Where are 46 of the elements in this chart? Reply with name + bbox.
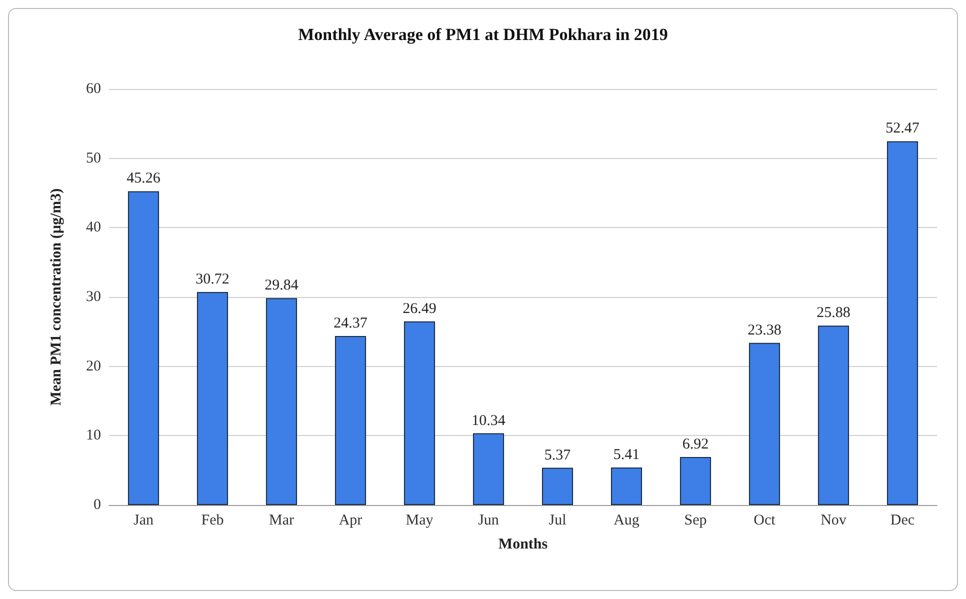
- y-tick-label: 20: [86, 358, 101, 374]
- data-label: 52.47: [886, 120, 920, 137]
- data-label: 5.41: [613, 446, 640, 463]
- x-tick-label: Aug: [614, 512, 640, 528]
- y-axis-title: Mean PM1 concentration (µg/m3): [48, 188, 64, 406]
- bar: [404, 321, 436, 505]
- bar: [542, 468, 574, 505]
- data-label: 25.88: [816, 305, 850, 322]
- y-tick-label: 60: [86, 81, 101, 97]
- bar: [128, 191, 160, 505]
- x-tick-label: Mar: [269, 512, 294, 528]
- data-label: 26.49: [402, 300, 436, 317]
- x-tick-label: Oct: [754, 512, 776, 528]
- bar: [472, 433, 504, 505]
- x-tick-label: Nov: [820, 512, 847, 528]
- x-axis-title: Months: [498, 536, 548, 552]
- bar: [748, 342, 780, 505]
- x-tick-label: Jul: [548, 512, 566, 528]
- data-label: 5.37: [544, 447, 572, 464]
- data-label: 6.92: [682, 436, 709, 453]
- bar: [266, 298, 298, 505]
- data-label: 23.38: [748, 322, 782, 338]
- x-tick-label: Dec: [890, 512, 915, 528]
- bar: [818, 326, 850, 505]
- data-label: 10.34: [472, 412, 506, 429]
- bar: [196, 292, 228, 505]
- x-tick-label: Jun: [478, 512, 500, 528]
- x-tick-label: May: [406, 512, 434, 528]
- y-tick-label: 10: [86, 428, 101, 444]
- x-tick-label: Sep: [684, 512, 707, 528]
- x-tick-label: Apr: [338, 512, 362, 528]
- x-tick-label: Feb: [201, 512, 224, 528]
- y-tick-label: 40: [86, 220, 101, 236]
- chart-title: Monthly Average of PM1 at DHM Pokhara in 2019: [298, 25, 668, 44]
- data-label: 30.72: [196, 272, 230, 288]
- x-tick-label: Jan: [134, 512, 154, 528]
- bar: [610, 467, 642, 505]
- y-tick-label: 30: [86, 289, 101, 305]
- y-tick-label: 50: [86, 150, 101, 166]
- bar: [334, 336, 366, 505]
- bar: [886, 141, 918, 505]
- y-tick-label: 0: [94, 497, 101, 513]
- bar: [680, 457, 712, 505]
- data-label: 24.37: [334, 316, 368, 332]
- data-label: 45.26: [126, 170, 161, 187]
- data-label: 29.84: [264, 278, 299, 294]
